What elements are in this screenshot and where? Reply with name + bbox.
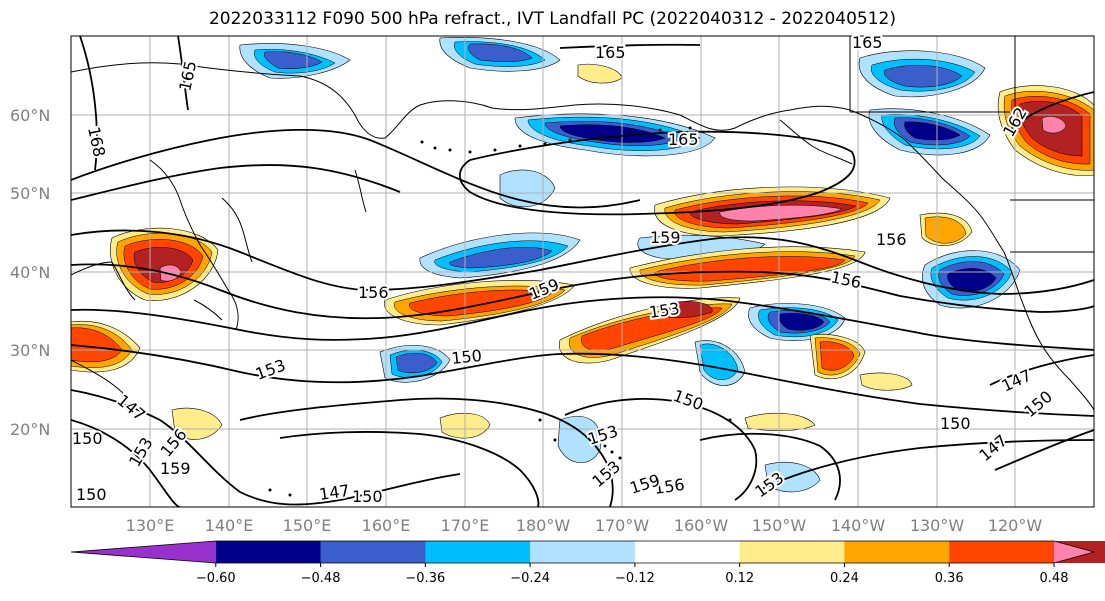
lon-label: 130°W	[910, 516, 965, 535]
colorbar-swatch	[634, 541, 741, 563]
lon-label: 140°E	[205, 516, 254, 535]
lon-label: 140°W	[831, 516, 886, 535]
contour-label: 159	[526, 275, 561, 304]
colorbar-swatch	[215, 541, 322, 563]
colorbar-swatch	[949, 541, 1055, 563]
contours	[71, 36, 1094, 507]
colorbar-tick-label: 0.12	[725, 571, 754, 586]
lat-label-50n: 50°N	[10, 184, 50, 203]
contour-label: 165	[852, 33, 883, 52]
lon-label: 130°E	[126, 516, 175, 535]
colorbar	[70, 540, 1105, 564]
longitude-labels: 130°E 140°E 150°E 160°E 170°E 180°W 170°…	[126, 516, 1043, 535]
colorbar-extend-low	[71, 541, 216, 563]
colorbar-swatch	[844, 541, 950, 563]
contour-label: 159	[160, 459, 191, 478]
contour-label: 159	[650, 228, 681, 247]
map-frame	[70, 35, 1095, 508]
colorbar-tick-label: −0.60	[196, 571, 236, 586]
lon-label: 160°E	[362, 516, 411, 535]
colorbar-tick-label: −0.36	[405, 571, 445, 586]
contour-label: 156	[876, 230, 907, 249]
lon-label: 180°W	[516, 516, 571, 535]
contour-label: 150	[72, 429, 103, 448]
contour-label: 147	[318, 481, 351, 504]
colorbar-tick-label: 0.36	[935, 571, 964, 586]
map-area	[71, 36, 1094, 507]
lon-label: 170°W	[595, 516, 650, 535]
colorbar-swatch	[530, 541, 636, 563]
colorbar-extend-high	[1054, 541, 1094, 563]
colorbar-swatch	[739, 541, 845, 563]
contour-label: 147	[113, 391, 149, 425]
lon-label: 160°W	[674, 516, 729, 535]
contour-label: 168	[84, 125, 109, 159]
colorbar-tick-label: −0.48	[301, 571, 341, 586]
contour-label: 156	[358, 283, 389, 302]
colorbar-tick-label: 0.48	[1040, 571, 1069, 586]
lon-label: 120°W	[988, 516, 1043, 535]
colorbar-swatch	[320, 541, 426, 563]
map-title: 2022033112 F090 500 hPa refract., IVT La…	[208, 9, 896, 29]
lat-label-60n: 60°N	[10, 106, 50, 125]
graticule	[71, 36, 1094, 507]
latitude-labels: 60°N 50°N 40°N 30°N 20°N	[10, 106, 50, 439]
colorbar-tick-label: −0.24	[510, 571, 550, 586]
contour-label: 150	[940, 414, 971, 433]
lat-label-40n: 40°N	[10, 263, 50, 282]
contour-label: 147	[975, 431, 1011, 465]
contour-label: 150	[1020, 387, 1056, 421]
contour-label: 153	[125, 434, 157, 470]
contour-label: 165	[595, 43, 626, 62]
contour-label: 150	[352, 487, 383, 506]
contour-label: 153	[588, 457, 624, 491]
lat-label-20n: 20°N	[10, 420, 50, 439]
contour-label: 150	[450, 346, 482, 368]
contour-label: 165	[668, 130, 699, 149]
lat-label-30n: 30°N	[10, 341, 50, 360]
colorbar-ticks: −0.60 −0.48 −0.36 −0.24 −0.12 0.12 0.24 0.36 0.4…	[196, 563, 1069, 586]
colorbar-swatch	[425, 541, 531, 563]
lon-label: 150°E	[283, 516, 332, 535]
contour-label: 150	[76, 485, 107, 504]
colorbar-tick-label: −0.12	[615, 571, 655, 586]
lon-label: 170°E	[441, 516, 490, 535]
coastlines	[71, 36, 1094, 411]
colorbar-tick-label: 0.24	[830, 571, 859, 586]
lon-label: 150°W	[752, 516, 807, 535]
